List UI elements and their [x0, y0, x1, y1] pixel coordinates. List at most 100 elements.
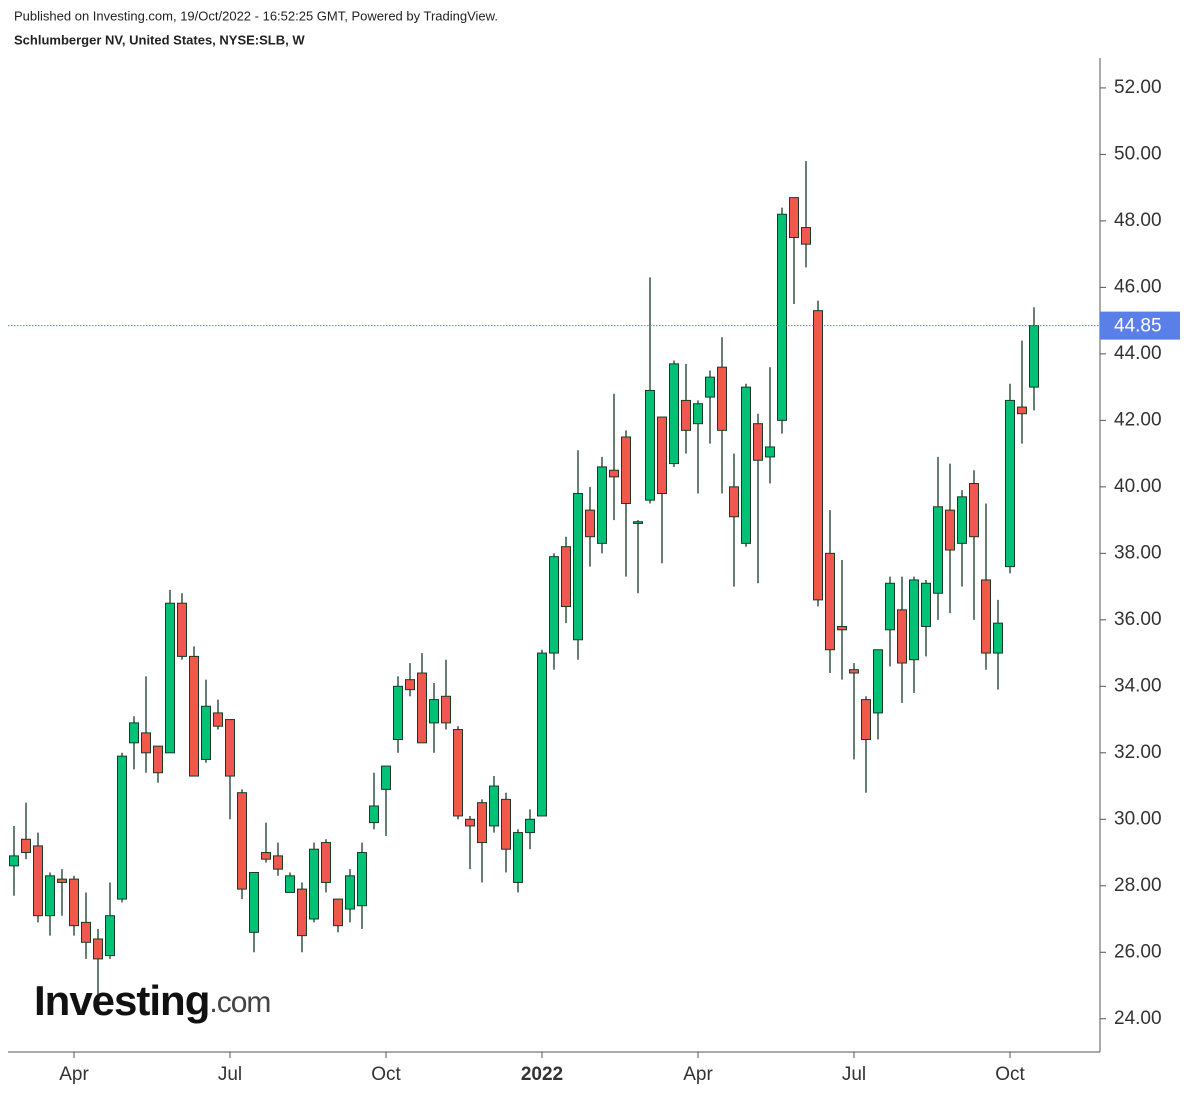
candle-body	[477, 802, 487, 844]
candle-body	[681, 399, 691, 431]
candle-body	[141, 732, 151, 754]
candle-body	[693, 403, 703, 425]
candle-body	[1005, 399, 1015, 568]
y-tick-label: 24.00	[1114, 1008, 1162, 1029]
candle-body	[609, 469, 619, 478]
candle-body	[789, 197, 799, 239]
candle-body	[873, 649, 883, 714]
candle-body	[573, 492, 583, 641]
logo-main: Investing	[34, 977, 209, 1024]
candle-body	[897, 609, 907, 664]
y-tick-label: 48.00	[1114, 210, 1162, 231]
y-tick-label: 46.00	[1114, 276, 1162, 297]
candle-body	[741, 386, 751, 544]
candle-body	[93, 938, 103, 960]
candle-body	[57, 878, 67, 883]
candle-body	[201, 705, 211, 760]
candle-body	[645, 389, 655, 501]
y-tick-label: 28.00	[1114, 875, 1162, 896]
candle-body	[33, 845, 43, 917]
candle-body	[405, 679, 415, 691]
candle-body	[813, 310, 823, 601]
chart-title: Schlumberger NV, United States, NYSE:SLB…	[14, 32, 305, 47]
candle-body	[333, 898, 343, 927]
candle-body	[753, 423, 763, 461]
candle-body	[465, 818, 475, 827]
y-tick-label: 34.00	[1114, 675, 1162, 696]
candle-body	[621, 436, 631, 504]
candle-body	[969, 483, 979, 538]
last-price-label: 44.85	[1114, 316, 1162, 337]
y-tick-label: 52.00	[1114, 77, 1162, 98]
candle-body	[993, 622, 1003, 654]
y-tick-label: 30.00	[1114, 808, 1162, 829]
y-tick-label: 44.00	[1114, 343, 1162, 364]
last-price-box	[1100, 311, 1180, 340]
candle-body	[909, 579, 919, 661]
y-tick-label: 36.00	[1114, 609, 1162, 630]
x-tick-label: Jul	[842, 1064, 866, 1085]
candle-body	[213, 712, 223, 727]
candle-body	[885, 582, 895, 631]
y-tick-label: 38.00	[1114, 542, 1162, 563]
candle-body	[933, 506, 943, 594]
logo: Investing.com	[34, 977, 270, 1024]
candle-body	[273, 855, 283, 870]
header: Published on Investing.com, 19/Oct/2022 …	[14, 8, 498, 23]
candle-body	[297, 888, 307, 937]
candle-body	[597, 466, 607, 544]
candle-body	[153, 745, 163, 774]
candle-body	[417, 672, 427, 744]
candle-body	[81, 921, 91, 943]
x-tick-label: Apr	[59, 1064, 89, 1085]
candle-body	[633, 521, 643, 524]
candle-body	[777, 213, 787, 421]
candle-body	[345, 875, 355, 910]
candle-body	[381, 765, 391, 790]
candle-body	[9, 855, 19, 867]
y-tick-label: 26.00	[1114, 941, 1162, 962]
candle-body	[513, 832, 523, 883]
y-tick-label: 40.00	[1114, 476, 1162, 497]
candle-body	[309, 848, 319, 920]
candle-body	[189, 655, 199, 777]
candle-body	[801, 227, 811, 245]
candle-body	[249, 871, 259, 933]
x-tick-label: 2022	[521, 1064, 563, 1085]
candle-body	[861, 699, 871, 741]
candle-body	[765, 446, 775, 458]
candle-body	[585, 509, 595, 538]
x-tick-label: Jul	[218, 1064, 242, 1085]
candle-body	[177, 602, 187, 657]
candle-body	[717, 366, 727, 431]
candle-body	[69, 878, 79, 927]
candle-body	[225, 719, 235, 777]
y-tick-label: 32.00	[1114, 742, 1162, 763]
candle-body	[237, 792, 247, 890]
candle-body	[669, 363, 679, 465]
candle-body	[117, 755, 127, 900]
candle-body	[657, 416, 667, 494]
candle-body	[501, 798, 511, 850]
candle-body	[1017, 406, 1027, 415]
candle-body	[837, 625, 847, 631]
candle-body	[957, 496, 967, 544]
candle-body	[549, 556, 559, 654]
candle-body	[729, 486, 739, 518]
candle-body	[825, 552, 835, 651]
candle-body	[357, 852, 367, 907]
candle-body	[537, 652, 547, 817]
candle-body	[921, 582, 931, 627]
candle-body	[441, 695, 451, 724]
candle-body	[285, 875, 295, 893]
candle-body	[393, 685, 403, 741]
candle-body	[321, 842, 331, 883]
candle-body	[165, 602, 175, 754]
x-tick-label: Oct	[995, 1064, 1025, 1085]
x-tick-label: Oct	[371, 1064, 401, 1085]
x-tick-label: Apr	[683, 1064, 713, 1085]
candle-body	[429, 699, 439, 724]
candle-body	[561, 546, 571, 608]
candle-body	[1029, 325, 1039, 388]
